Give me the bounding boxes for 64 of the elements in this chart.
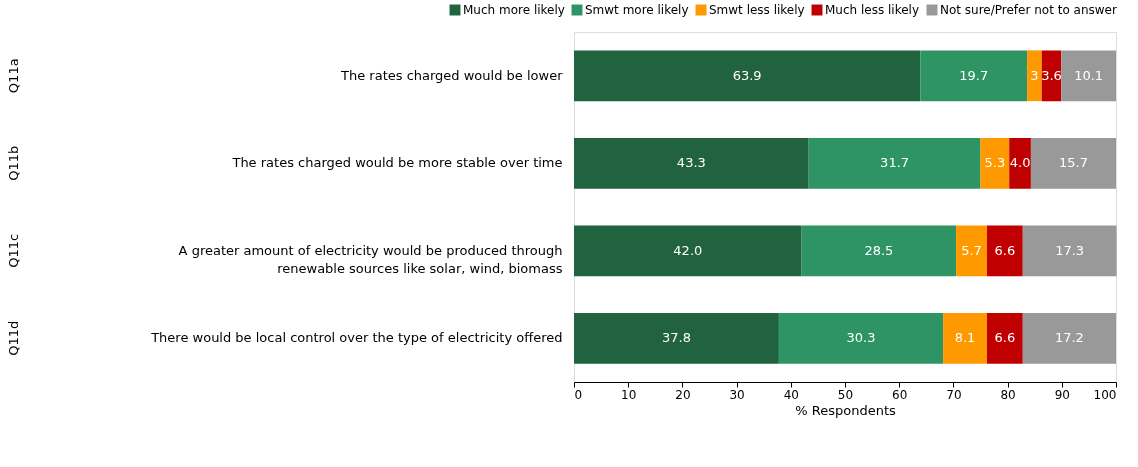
text: Q11a (6, 58, 21, 94)
data-label: 19.7 (959, 67, 989, 83)
x-tick-label: 40 (783, 387, 799, 402)
data-label: 42.0 (673, 242, 703, 258)
bar (574, 312, 779, 364)
x-tick-label: 30 (729, 387, 745, 402)
x-tick-label: 60 (892, 387, 908, 402)
bar (778, 312, 944, 364)
data-label: 63.9 (732, 67, 762, 83)
text: Q11d (6, 320, 21, 356)
bar (943, 312, 987, 364)
bar (1022, 312, 1116, 364)
bar (1061, 50, 1116, 102)
data-label: 6.6 (994, 330, 1016, 346)
x-tick-label: 50 (837, 387, 854, 402)
bar (1009, 137, 1031, 189)
x-tick-label: 20 (675, 387, 691, 402)
bar (956, 225, 987, 277)
data-label: 3.6 (1041, 67, 1062, 83)
bar (987, 312, 1023, 364)
data-label: 3 (1030, 67, 1039, 83)
data-label: 28.5 (864, 242, 894, 258)
x-tick-label: 0 (574, 387, 583, 402)
bar (1022, 225, 1117, 277)
x-axis-title: % Respondents (795, 402, 896, 418)
data-label: 15.7 (1058, 155, 1088, 171)
legend-label: Smwt less likely (709, 3, 805, 17)
bar (980, 137, 1010, 189)
data-label: 10.1 (1074, 67, 1104, 83)
bar (987, 225, 1023, 277)
data-label: 8.1 (954, 330, 976, 346)
bar (574, 225, 802, 277)
text: Q11c (6, 233, 21, 268)
data-label: 43.3 (676, 155, 706, 171)
bar (801, 225, 957, 277)
y-tick-label: There would be local control over the type of electricity offered (150, 330, 563, 346)
x-tick-label: 90 (1054, 387, 1070, 402)
bar (1027, 50, 1042, 102)
legend-label: Smwt more likely (585, 3, 689, 17)
data-label: 30.3 (846, 330, 876, 346)
bar (574, 137, 809, 189)
x-tick-label: 80 (1000, 387, 1016, 402)
legend-label: Much more likely (463, 3, 565, 17)
legend-label: Much less likely (825, 3, 920, 17)
x-tick-label: 100 (1093, 387, 1117, 402)
data-label: 5.7 (961, 242, 982, 258)
legend-label: Not sure/Prefer not to answer (940, 3, 1117, 17)
bar (920, 50, 1028, 102)
bar (574, 50, 921, 102)
y-tick-label: A greater amount of electricity would be produced through renewable sources like solar, wind, biomass (178, 242, 563, 276)
bar (808, 137, 981, 189)
data-label: 37.8 (661, 330, 691, 346)
bar (1030, 137, 1116, 189)
data-label: 17.2 (1054, 330, 1084, 346)
x-tick-label: 10 (621, 387, 637, 402)
data-label: 5.3 (984, 155, 1006, 171)
text: Q11b (6, 145, 21, 181)
data-label: 31.7 (880, 155, 910, 171)
data-label: 4.0 (1009, 155, 1031, 171)
x-tick-label: 70 (946, 387, 962, 402)
y-tick-label: The rates charged would be lower (340, 67, 564, 83)
data-label: 6.6 (994, 242, 1016, 258)
data-label: 17.3 (1055, 242, 1085, 258)
y-tick-label: The rates charged would be more stable over time (231, 155, 563, 171)
